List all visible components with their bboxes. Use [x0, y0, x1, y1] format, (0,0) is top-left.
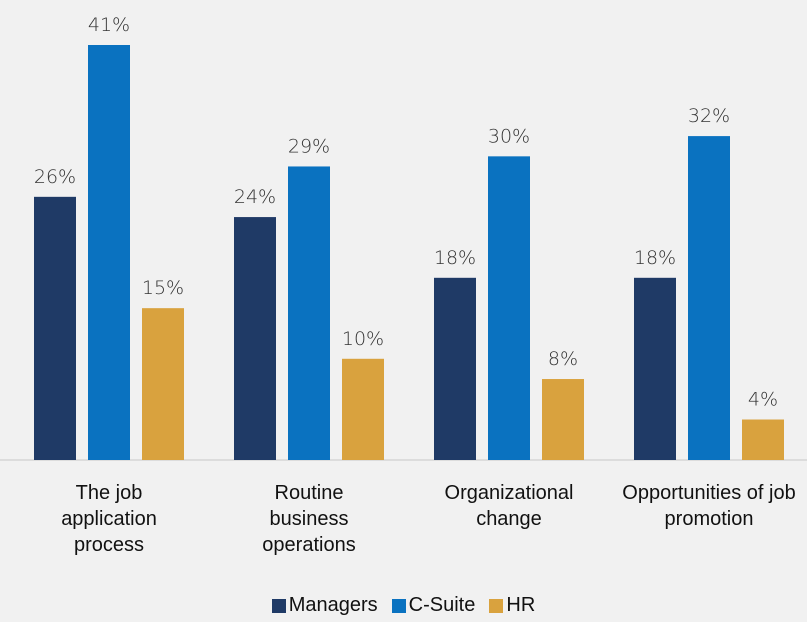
data-label: 4%: [748, 389, 778, 411]
data-label: 41%: [88, 14, 130, 36]
bar: [342, 358, 384, 460]
data-label: 18%: [434, 247, 476, 269]
data-label: 24%: [234, 186, 276, 208]
data-label: 8%: [548, 348, 578, 370]
data-label: 15%: [142, 277, 184, 299]
data-label: 10%: [342, 328, 384, 350]
bar: [488, 156, 530, 460]
legend-label: C-Suite: [408, 594, 476, 616]
bar: [542, 379, 584, 460]
legend-swatch: [271, 598, 286, 613]
data-label: 18%: [634, 247, 676, 269]
legend-label: HR: [506, 594, 536, 616]
x-tick-label: Organizational change: [444, 482, 574, 530]
bar: [234, 217, 276, 460]
x-tick-label: The job application process: [61, 482, 157, 556]
bar: [634, 277, 676, 460]
data-label: 26%: [34, 166, 76, 188]
bar: [288, 166, 330, 460]
bar: [742, 419, 784, 460]
bar: [88, 45, 130, 460]
bar: [434, 277, 476, 460]
x-tick-label: Routine business operations: [262, 482, 356, 556]
bar: [142, 308, 184, 460]
data-label: 30%: [488, 125, 530, 147]
legend-swatch: [489, 598, 504, 613]
legend: Managers C-Suite HR: [0, 594, 807, 617]
legend-label: Managers: [288, 594, 378, 616]
legend-swatch: [391, 598, 406, 613]
bar: [34, 196, 76, 460]
bar: [688, 136, 730, 460]
data-label: 32%: [688, 105, 730, 127]
legend-item: HR: [489, 594, 535, 617]
legend-item: Managers: [271, 594, 378, 617]
x-tick-label: Opportunities of job promotion: [622, 482, 796, 530]
legend-item: C-Suite: [391, 594, 476, 617]
data-label: 29%: [288, 135, 330, 157]
